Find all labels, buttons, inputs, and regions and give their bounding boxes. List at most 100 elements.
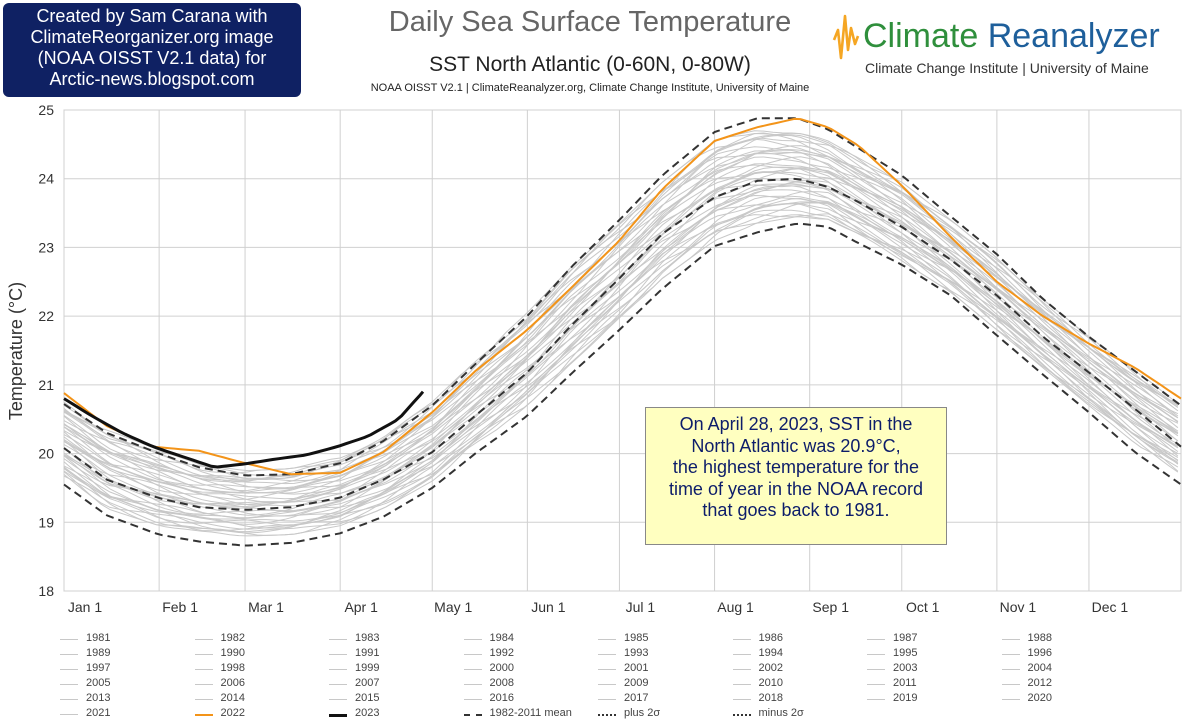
legend-swatch — [194, 654, 213, 655]
history-line-2010 — [63, 156, 1179, 490]
series-2023 — [63, 390, 425, 469]
history-line-1988 — [63, 202, 1179, 526]
legend-swatch — [329, 699, 347, 700]
history-line-2006 — [63, 167, 1179, 493]
legend-swatch — [732, 639, 751, 640]
y-tick-label: 21 — [38, 377, 54, 393]
x-tick-label: Sep 1 — [812, 599, 849, 615]
history-line-1994 — [63, 185, 1179, 515]
history-line-1990 — [63, 194, 1179, 525]
x-tick-label: Oct 1 — [906, 599, 940, 615]
x-tick-label: Apr 1 — [344, 599, 378, 615]
annotation-line: the highest temperature for the — [672, 457, 920, 477]
legend-label: 2019 — [893, 692, 918, 704]
series-minus-2- — [63, 222, 1182, 547]
y-tick-label: 22 — [38, 308, 54, 324]
series-1982-2011-mean — [63, 177, 1182, 511]
history-line-1982 — [63, 209, 1179, 537]
legend-swatch — [463, 699, 482, 700]
legend-label: 2001 — [624, 662, 649, 674]
legend-swatch — [463, 669, 482, 670]
y-tick-label: 24 — [38, 171, 54, 187]
legend-swatch — [1001, 639, 1020, 640]
legend-label: 2006 — [220, 677, 245, 689]
credit-box: Created by Sam Carana with ClimateReorga… — [3, 3, 301, 97]
x-tick-label: Mar 1 — [248, 599, 284, 615]
legend-swatch — [1001, 654, 1020, 655]
history-line-2021 — [63, 132, 1179, 472]
history-line-2005 — [63, 164, 1179, 500]
brand-name-part2: Reanalyzer — [987, 17, 1160, 55]
x-tick-label: May 1 — [434, 599, 472, 615]
chart-subtitle: SST North Atlantic (0-60N, 0-80W) — [429, 53, 751, 76]
y-tick-label: 20 — [38, 446, 54, 462]
legend-swatch — [867, 684, 885, 685]
legend-swatch — [598, 684, 616, 685]
history-line-2020 — [63, 132, 1179, 474]
y-tick-label: 23 — [38, 239, 54, 255]
legend-label: 2022 — [220, 707, 245, 719]
statistics-lines — [63, 117, 1182, 547]
legend-label: 1984 — [489, 632, 514, 644]
legend-label: 2000 — [489, 662, 514, 674]
legend-swatch — [329, 714, 347, 717]
legend-swatch — [194, 669, 213, 670]
legend-swatch — [463, 684, 482, 685]
legend-swatch — [598, 699, 616, 700]
x-tick-label: Nov 1 — [1000, 599, 1037, 615]
legend-swatch — [463, 714, 482, 716]
history-line-1989 — [63, 195, 1179, 529]
legend-swatch — [60, 639, 78, 640]
x-tick-label: Jun 1 — [531, 599, 565, 615]
x-tick-label: Jan 1 — [68, 599, 102, 615]
legend-label: 1981 — [86, 632, 111, 644]
legend-swatch — [60, 684, 78, 685]
legend-label: 1992 — [489, 647, 514, 659]
legend-label: 2008 — [489, 677, 514, 689]
legend-label: 1994 — [758, 647, 783, 659]
legend-label: 2005 — [86, 677, 111, 689]
brand-logo-block: Climate Reanalyzer Climate Change Instit… — [826, 0, 1188, 80]
brand-name-part1: Climate — [863, 17, 979, 55]
annotation-line: On April 28, 2023, SST in the — [679, 414, 913, 434]
credit-line: ClimateReorganizer.org image — [30, 27, 274, 47]
legend-swatch — [867, 639, 885, 640]
legend-label: 2018 — [758, 692, 783, 704]
legend-label: 2017 — [624, 692, 649, 704]
legend-swatch — [194, 714, 213, 716]
legend-label: 1993 — [624, 647, 649, 659]
legend-swatch — [329, 654, 347, 655]
legend-label: plus 2σ — [624, 707, 661, 719]
legend-label: 1999 — [355, 662, 380, 674]
history-line-2015 — [63, 134, 1179, 485]
legend-label: 2012 — [1027, 677, 1052, 689]
legend-label: 2023 — [355, 707, 380, 719]
sst-chart: 18 19 20 21 22 23 24 25 Jan 1 Feb 1 Mar 1 Apr 1 May… — [6, 102, 1182, 615]
history-line-2004 — [63, 163, 1179, 506]
credit-line: (NOAA OISST V2.1 data) for — [37, 48, 267, 68]
legend-swatch — [60, 699, 78, 700]
legend-label: 1990 — [220, 647, 245, 659]
legend-label: 1983 — [355, 632, 380, 644]
legend-label: 2014 — [220, 692, 245, 704]
history-line-1986 — [63, 197, 1179, 532]
legend-label: 1982-2011 mean — [489, 707, 572, 719]
highlight-years-lines — [63, 117, 1182, 476]
legend-label: 2009 — [624, 677, 649, 689]
legend-swatch — [329, 639, 347, 640]
legend-swatch — [598, 714, 616, 716]
chart-title: Daily Sea Surface Temperature — [388, 6, 792, 38]
legend-label: 2013 — [86, 692, 111, 704]
history-line-1983 — [63, 214, 1179, 534]
brand-tagline: Climate Change Institute | University of… — [865, 60, 1149, 76]
y-tick-label: 25 — [38, 102, 54, 118]
legend-label: 2007 — [355, 677, 380, 689]
legend-swatch — [60, 714, 78, 715]
history-line-1993 — [63, 182, 1179, 520]
legend-swatch — [60, 669, 78, 670]
legend-swatch — [329, 684, 347, 685]
history-line-1999 — [63, 179, 1179, 505]
x-tick-label: Feb 1 — [162, 599, 198, 615]
wave-logo-icon — [832, 14, 860, 60]
chart-source: NOAA OISST V2.1 | ClimateReanalyzer.org,… — [370, 82, 810, 94]
